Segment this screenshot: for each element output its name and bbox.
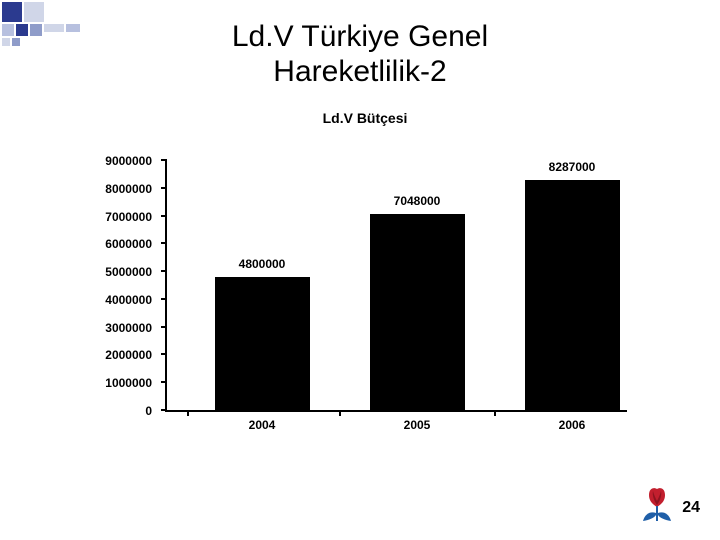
category-label: 2004 bbox=[202, 418, 322, 432]
bar bbox=[370, 214, 465, 410]
ytick-mark bbox=[161, 326, 167, 328]
bar bbox=[215, 277, 310, 410]
ytick-label: 7000000 bbox=[82, 210, 152, 224]
corner-square bbox=[24, 2, 44, 22]
slide-title-line2: Hareketlilik-2 bbox=[273, 55, 446, 88]
ytick-mark bbox=[161, 409, 167, 411]
slide-title: Ld.V Türkiye Genel Hareketlilik-2 bbox=[0, 20, 720, 89]
category-label: 2006 bbox=[512, 418, 632, 432]
ytick-mark bbox=[161, 159, 167, 161]
ytick-label: 9000000 bbox=[82, 154, 152, 168]
ytick-label: 0 bbox=[82, 404, 152, 418]
ytick-label: 1000000 bbox=[82, 376, 152, 390]
ytick-mark bbox=[161, 215, 167, 217]
bar-value-label: 7048000 bbox=[357, 194, 477, 208]
category-label: 2005 bbox=[357, 418, 477, 432]
ytick-mark bbox=[161, 242, 167, 244]
ytick-label: 6000000 bbox=[82, 237, 152, 251]
xtick-mark bbox=[494, 410, 496, 416]
corner-square bbox=[2, 2, 22, 22]
chart-plot: 0100000020000003000000400000050000006000… bbox=[165, 160, 627, 412]
bar-value-label: 4800000 bbox=[202, 257, 322, 271]
page-number: 24 bbox=[682, 499, 700, 517]
ytick-mark bbox=[161, 353, 167, 355]
xtick-mark bbox=[187, 410, 189, 416]
ytick-label: 8000000 bbox=[82, 182, 152, 196]
ytick-label: 5000000 bbox=[82, 265, 152, 279]
ytick-mark bbox=[161, 381, 167, 383]
bar bbox=[525, 180, 620, 410]
corner-square bbox=[46, 2, 66, 14]
ytick-mark bbox=[161, 187, 167, 189]
ytick-label: 3000000 bbox=[82, 321, 152, 335]
ytick-label: 4000000 bbox=[82, 293, 152, 307]
ytick-mark bbox=[161, 298, 167, 300]
bar-value-label: 8287000 bbox=[512, 160, 632, 174]
xtick-mark bbox=[339, 410, 341, 416]
tulip-logo-icon bbox=[640, 485, 674, 530]
chart-title: Ld.V Bütçesi bbox=[95, 110, 635, 126]
ytick-mark bbox=[161, 270, 167, 272]
slide-footer: 24 bbox=[640, 485, 700, 530]
ytick-label: 2000000 bbox=[82, 348, 152, 362]
slide-title-line1: Ld.V Türkiye Genel bbox=[232, 20, 488, 53]
budget-chart: Ld.V Bütçesi 010000002000000300000040000… bbox=[95, 110, 635, 450]
